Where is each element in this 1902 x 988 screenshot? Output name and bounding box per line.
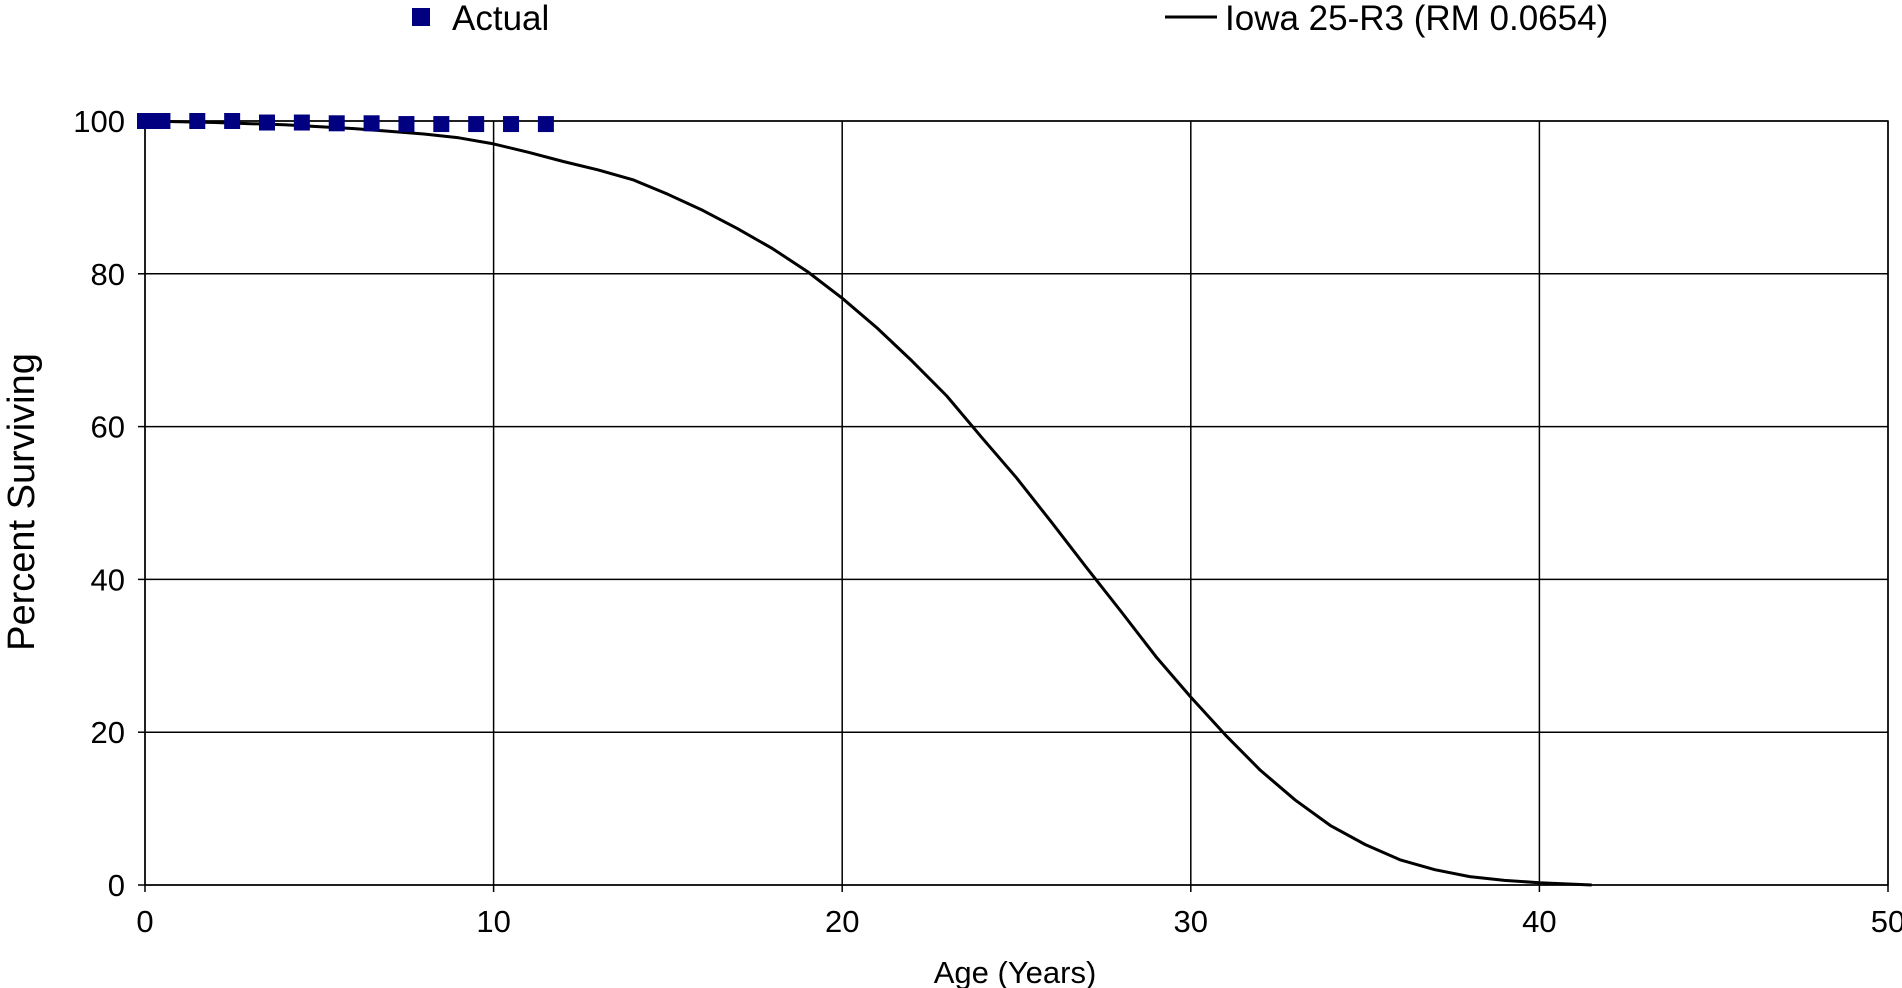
- marker-actual: [154, 113, 171, 129]
- marker-actual: [224, 113, 241, 129]
- y-tick-labels: 0 20 40 60 80 100: [73, 104, 125, 903]
- legend-marker-actual: [412, 8, 430, 26]
- marker-actual: [433, 116, 450, 133]
- y-tick-label: 80: [91, 257, 125, 292]
- legend-label-actual: Actual: [452, 0, 549, 38]
- y-axis-title: Percent Surviving: [1, 353, 43, 651]
- marker-actual: [363, 115, 380, 132]
- x-tick-label: 10: [476, 904, 510, 939]
- legend: Actual Iowa 25-R3 (RM 0.0654): [412, 0, 1608, 38]
- series-iowa-25-r3: [144, 119, 1592, 887]
- marker-actual: [293, 114, 310, 131]
- x-axis-title: Age (Years): [934, 955, 1097, 988]
- marker-actual: [537, 116, 554, 133]
- series-actual: [137, 113, 554, 133]
- marker-actual: [503, 116, 520, 133]
- plot-frame: [144, 120, 1889, 886]
- grid: [138, 120, 1889, 892]
- legend-label-iowa: Iowa 25-R3 (RM 0.0654): [1225, 0, 1608, 38]
- marker-actual: [398, 116, 415, 133]
- x-tick-label: 30: [1174, 904, 1208, 939]
- marker-actual: [189, 113, 206, 129]
- x-tick-label: 20: [825, 904, 859, 939]
- line-iowa-25-r3: [144, 119, 1592, 887]
- y-tick-label: 20: [91, 715, 125, 750]
- y-tick-label: 0: [108, 868, 125, 903]
- x-tick-label: 40: [1522, 904, 1556, 939]
- y-tick-label: 60: [91, 410, 125, 445]
- y-tick-label: 40: [91, 562, 125, 597]
- y-tick-label: 100: [73, 104, 125, 139]
- marker-actual: [328, 115, 345, 132]
- marker-actual: [468, 116, 485, 133]
- marker-actual: [259, 114, 276, 131]
- x-tick-label: 0: [136, 904, 153, 939]
- x-tick-label: 50: [1871, 904, 1902, 939]
- x-tick-labels: 0 10 20 30 40 50: [136, 904, 1902, 939]
- plot-area-border: [144, 120, 1889, 886]
